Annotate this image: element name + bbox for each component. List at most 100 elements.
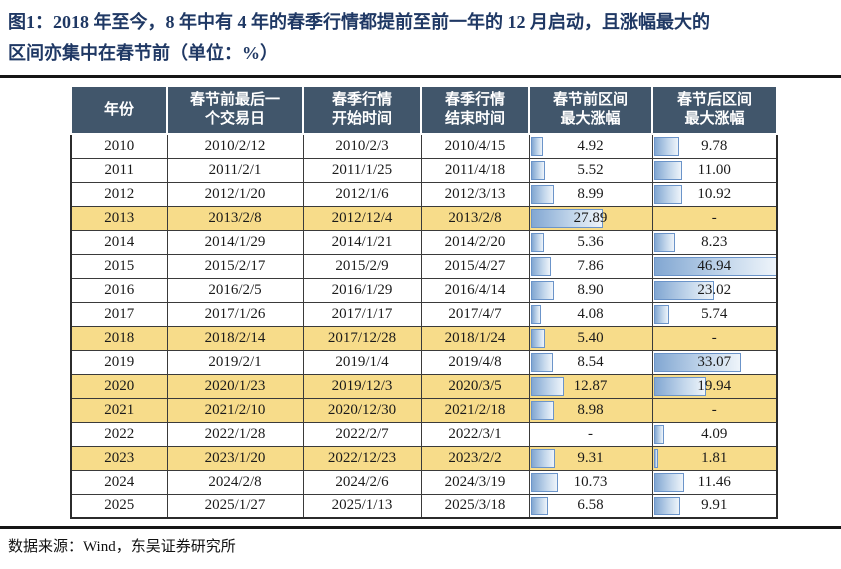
- table-row-2021: 2021 2021/2/10 2020/12/30 2021/2/18 8.98 -: [70, 397, 778, 423]
- gain-value: 11.46: [697, 473, 731, 490]
- rally-start-date-cell: 2019/12/3: [302, 373, 422, 399]
- spring-rally-table: 年份 春节前最后一 个交易日 春季行情 开始时间 春季行情 结束时间 春节前区间 最大涨…: [70, 85, 778, 519]
- gain-value: 5.52: [577, 161, 604, 178]
- rally-start-date-cell: 2019/1/4: [302, 349, 422, 375]
- rally-start-date-cell: 2024/2/6: [302, 469, 422, 495]
- rally-start-date-cell: 2015/2/9: [302, 253, 422, 279]
- gain-value: 1.81: [701, 449, 728, 466]
- gain-value: 6.58: [577, 497, 604, 514]
- gain-value: 9.31: [577, 449, 604, 466]
- data-bar: [653, 256, 776, 276]
- data-bar: [653, 376, 706, 396]
- data-bar: [530, 328, 545, 348]
- rally-end-date-cell: 2025/3/18: [420, 493, 530, 519]
- gain-value: 8.98: [577, 401, 604, 418]
- rally-end-date-cell: 2020/3/5: [420, 373, 530, 399]
- table-row-2019: 2019 2019/2/1 2019/1/4 2019/4/8 8.54 33.07: [70, 349, 778, 375]
- gain-value: 4.08: [577, 305, 604, 322]
- data-bar: [530, 208, 603, 228]
- pre-festival-last-trading-day-cell: 2013/2/8: [166, 205, 304, 231]
- gain-value: 27.89: [573, 209, 608, 226]
- table-row-2013: 2013 2013/2/8 2012/12/4 2013/2/8 27.89-: [70, 205, 778, 231]
- post-festival-max-gain-cell: 11.46: [651, 469, 778, 495]
- data-bar: [653, 280, 714, 300]
- rally-end-date-cell: 2010/4/15: [420, 133, 530, 159]
- top-divider: [0, 75, 841, 78]
- gain-value: 4.09: [701, 425, 728, 442]
- post-festival-max-gain-cell: 9.91: [651, 493, 778, 519]
- year-cell: 2025: [70, 493, 168, 519]
- rally-start-date-cell: 2012/12/4: [302, 205, 422, 231]
- rally-start-date-cell: 2025/1/13: [302, 493, 422, 519]
- pre-festival-max-gain-cell: 8.90: [528, 277, 653, 303]
- gain-value: 10.92: [697, 185, 732, 202]
- data-bar: [530, 472, 559, 492]
- year-cell: 2015: [70, 253, 168, 279]
- pre-festival-max-gain-cell: 5.36: [528, 229, 653, 255]
- post-festival-max-gain-cell: 46.94: [651, 253, 778, 279]
- data-bar: [653, 160, 683, 180]
- data-bar: [530, 160, 545, 180]
- gain-value: 9.78: [701, 137, 728, 154]
- rally-start-date-cell: 2014/1/21: [302, 229, 422, 255]
- post-festival-max-gain-cell: 9.78: [651, 133, 778, 159]
- pre-festival-max-gain-cell: 12.87: [528, 373, 653, 399]
- post-festival-max-gain-cell: 33.07: [651, 349, 778, 375]
- rally-start-date-cell: 2017/1/17: [302, 301, 422, 327]
- post-festival-max-gain-cell: 23.02: [651, 277, 778, 303]
- figure-title: 图1：2018 年至今，8 年中有 4 年的春季行情都提前至前一年的 12 月启…: [0, 0, 841, 69]
- table-row-2018: 2018 2018/2/14 2017/12/28 2018/1/24 5.40 -: [70, 325, 778, 351]
- gain-value: 8.54: [577, 353, 604, 370]
- table-row-2016: 2016 2016/2/5 2016/1/29 2016/4/14 8.90 23.02: [70, 277, 778, 303]
- table-row-2011: 2011 2011/2/1 2011/1/25 2011/4/18 5.52 11.00: [70, 157, 778, 183]
- pre-festival-max-gain-cell: 10.73: [528, 469, 653, 495]
- data-bar: [530, 137, 544, 156]
- gain-value: 5.40: [577, 329, 604, 346]
- data-bar: [530, 184, 554, 204]
- pre-festival-max-gain-cell: 7.86: [528, 253, 653, 279]
- data-bar: [653, 424, 665, 444]
- bottom-divider: [0, 526, 841, 529]
- data-bar: [530, 232, 545, 252]
- column-header-5: 春节后区间 最大涨幅: [651, 85, 778, 135]
- year-cell: 2023: [70, 445, 168, 471]
- year-cell: 2018: [70, 325, 168, 351]
- rally-end-date-cell: 2011/4/18: [420, 157, 530, 183]
- gain-value: 19.94: [697, 377, 732, 394]
- figure-title-line1: 图1：2018 年至今，8 年中有 4 年的春季行情都提前至前一年的 12 月启…: [8, 12, 710, 32]
- column-header-0: 年份: [70, 85, 168, 135]
- column-header-4: 春节前区间 最大涨幅: [528, 85, 653, 135]
- table-row-2015: 2015 2015/2/17 2015/2/9 2015/4/27 7.86 46.94: [70, 253, 778, 279]
- year-cell: 2017: [70, 301, 168, 327]
- rally-end-date-cell: 2015/4/27: [420, 253, 530, 279]
- data-bar: [530, 448, 555, 468]
- gain-value: -: [588, 425, 593, 442]
- table-row-2022: 2022 2022/1/28 2022/2/7 2022/3/1 - 4.09: [70, 421, 778, 447]
- rally-end-date-cell: 2012/3/13: [420, 181, 530, 207]
- table-header-row: 年份 春节前最后一 个交易日 春季行情 开始时间 春季行情 结束时间 春节前区间 最大涨…: [70, 85, 778, 135]
- pre-festival-max-gain-cell: 27.89: [528, 205, 653, 231]
- table-row-2020: 2020 2020/1/23 2019/12/3 2020/3/5 12.87 19.94: [70, 373, 778, 399]
- rally-start-date-cell: 2020/12/30: [302, 397, 422, 423]
- rally-start-date-cell: 2011/1/25: [302, 157, 422, 183]
- pre-festival-last-trading-day-cell: 2024/2/8: [166, 469, 304, 495]
- pre-festival-last-trading-day-cell: 2025/1/27: [166, 493, 304, 519]
- column-header-2: 春季行情 开始时间: [302, 85, 422, 135]
- post-festival-max-gain-cell: 11.00: [651, 157, 778, 183]
- rally-end-date-cell: 2017/4/7: [420, 301, 530, 327]
- pre-festival-max-gain-cell: 6.58: [528, 493, 653, 519]
- gain-value: 46.94: [697, 257, 732, 274]
- rally-end-date-cell: 2014/2/20: [420, 229, 530, 255]
- table-row-2012: 2012 2012/1/20 2012/1/6 2012/3/13 8.99 10.92: [70, 181, 778, 207]
- header-row: 年份 春节前最后一 个交易日 春季行情 开始时间 春季行情 结束时间 春节前区间 最大涨…: [70, 85, 778, 135]
- pre-festival-last-trading-day-cell: 2010/2/12: [166, 133, 304, 159]
- pre-festival-max-gain-cell: 9.31: [528, 445, 653, 471]
- year-cell: 2020: [70, 373, 168, 399]
- pre-festival-max-gain-cell: 4.92: [528, 133, 653, 159]
- year-cell: 2011: [70, 157, 168, 183]
- rally-end-date-cell: 2019/4/8: [420, 349, 530, 375]
- pre-festival-max-gain-cell: 8.54: [528, 349, 653, 375]
- table-row-2023: 2023 2023/1/20 2022/12/23 2023/2/2 9.31 1.81: [70, 445, 778, 471]
- post-festival-max-gain-cell: 10.92: [651, 181, 778, 207]
- rally-end-date-cell: 2022/3/1: [420, 421, 530, 447]
